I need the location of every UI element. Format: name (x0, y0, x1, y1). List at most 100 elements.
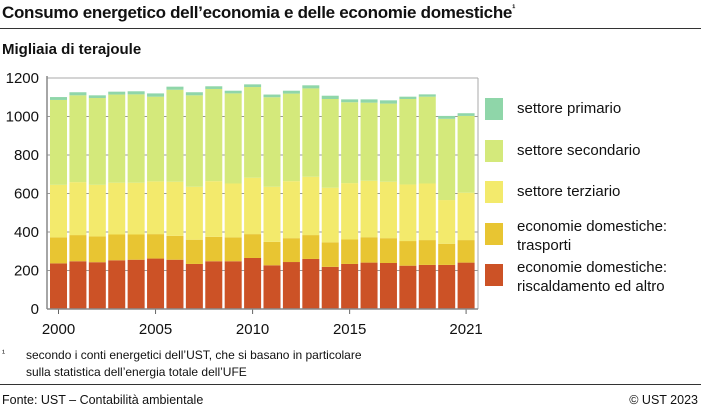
bar-segment (185, 186, 203, 240)
bar-segment (379, 181, 397, 239)
bar-segment (166, 181, 184, 236)
bar-segment (360, 180, 378, 238)
bar-segment (147, 93, 165, 97)
bar-segment (50, 263, 68, 309)
legend-swatch (485, 140, 503, 162)
bar-segment (379, 262, 397, 309)
bar-segment (457, 113, 475, 116)
bar-segment (282, 262, 300, 309)
bar-segment (263, 265, 281, 309)
bar-segment (302, 176, 320, 236)
footnote: ¹ secondo i conti energetici dell’UST, c… (2, 348, 362, 379)
bar-segment (147, 258, 165, 309)
title-rule (0, 28, 701, 29)
bar-segment (399, 265, 417, 309)
title-text: Consumo energetico dell’economia e delle… (2, 3, 513, 22)
bar-segment (224, 237, 242, 262)
bar-segment (418, 96, 436, 184)
bar-segment (263, 186, 281, 242)
bar-segment (127, 94, 145, 183)
bar-segment (399, 184, 417, 242)
bar-segment (302, 88, 320, 177)
bar-segment (282, 238, 300, 263)
bar-segment (69, 92, 87, 96)
bar-segment (244, 257, 262, 309)
bar-segment (341, 183, 359, 240)
bar-segment (341, 99, 359, 103)
bar-segment (108, 260, 126, 309)
bar-segment (244, 234, 262, 258)
bar-segment (127, 91, 145, 95)
legend-label: settore terziario (517, 183, 621, 200)
bar-segment (147, 181, 165, 235)
bar-segment (321, 187, 339, 243)
bar-segment (360, 237, 378, 263)
legend-swatch (485, 181, 503, 203)
y-tick-label: 1200 (6, 70, 39, 87)
bar-segment (457, 262, 475, 309)
bar-segment (418, 264, 436, 309)
x-tick-label: 2005 (139, 321, 172, 338)
x-tick-label: 2010 (236, 321, 269, 338)
bar-segment (321, 242, 339, 267)
x-tick-label: 2015 (333, 321, 366, 338)
bar-segment (166, 259, 184, 309)
bar-segment (263, 94, 281, 98)
source: Fonte: UST – Contabilità ambientale (2, 393, 204, 407)
bar-segment (244, 177, 262, 235)
bar-segment (88, 184, 106, 237)
bar-segment (127, 259, 145, 309)
bar-segment (224, 183, 242, 238)
bar-segment (418, 240, 436, 265)
bar-segment (360, 99, 378, 103)
title-footnote-mark: ¹ (512, 3, 516, 15)
bar-segment (224, 90, 242, 94)
y-tick-label: 200 (14, 263, 39, 280)
legend-label: economie domestiche: riscaldamento ed alt… (517, 259, 668, 295)
y-tick-label: 1000 (6, 109, 39, 126)
bar-segment (166, 89, 184, 182)
bar-segment (379, 103, 397, 182)
chart-title: Consumo energetico dell’economia e delle… (2, 3, 515, 23)
y-unit-label: Migliaia di terajoule (2, 41, 142, 58)
bar-segment (88, 236, 106, 263)
bar-segment (50, 237, 68, 264)
bar-segment (69, 261, 87, 309)
bar-segment (379, 100, 397, 104)
bar-segment (50, 184, 68, 238)
legend-swatch (485, 98, 503, 120)
bar-segment (108, 91, 126, 95)
plot-area: 0 200 400 600 800 1000 1200 2000 2005 2010 2015 202… (6, 70, 483, 338)
bar-segment (69, 235, 87, 262)
bar-segment (438, 264, 456, 309)
bar-segment (69, 95, 87, 183)
footer-rule (0, 384, 701, 385)
bar-segment (88, 98, 106, 185)
x-tick-label: 2021 (449, 321, 482, 338)
bar-segment (282, 93, 300, 182)
bar-segment (379, 238, 397, 263)
bar-segment (263, 241, 281, 266)
y-tick-label: 400 (14, 224, 39, 241)
bar-segment (321, 95, 339, 99)
bar-segment (224, 93, 242, 184)
bar-segment (147, 234, 165, 259)
legend-label: settore primario (517, 100, 622, 117)
bar-segment (457, 192, 475, 241)
bar-segment (205, 236, 223, 262)
bar-segment (418, 94, 436, 97)
bar-segment (302, 235, 320, 259)
y-tick-label: 0 (31, 301, 39, 318)
bar-segment (205, 86, 223, 89)
bar-segment (399, 241, 417, 266)
bar-segment (438, 243, 456, 265)
bar-segment (263, 97, 281, 187)
bar-segment (282, 90, 300, 94)
bar-segment (127, 234, 145, 260)
bar-segment (282, 181, 300, 239)
bar-segment (457, 240, 475, 263)
bar-segment (418, 183, 436, 241)
bar-segment (399, 98, 417, 185)
bar-segment (50, 99, 68, 185)
